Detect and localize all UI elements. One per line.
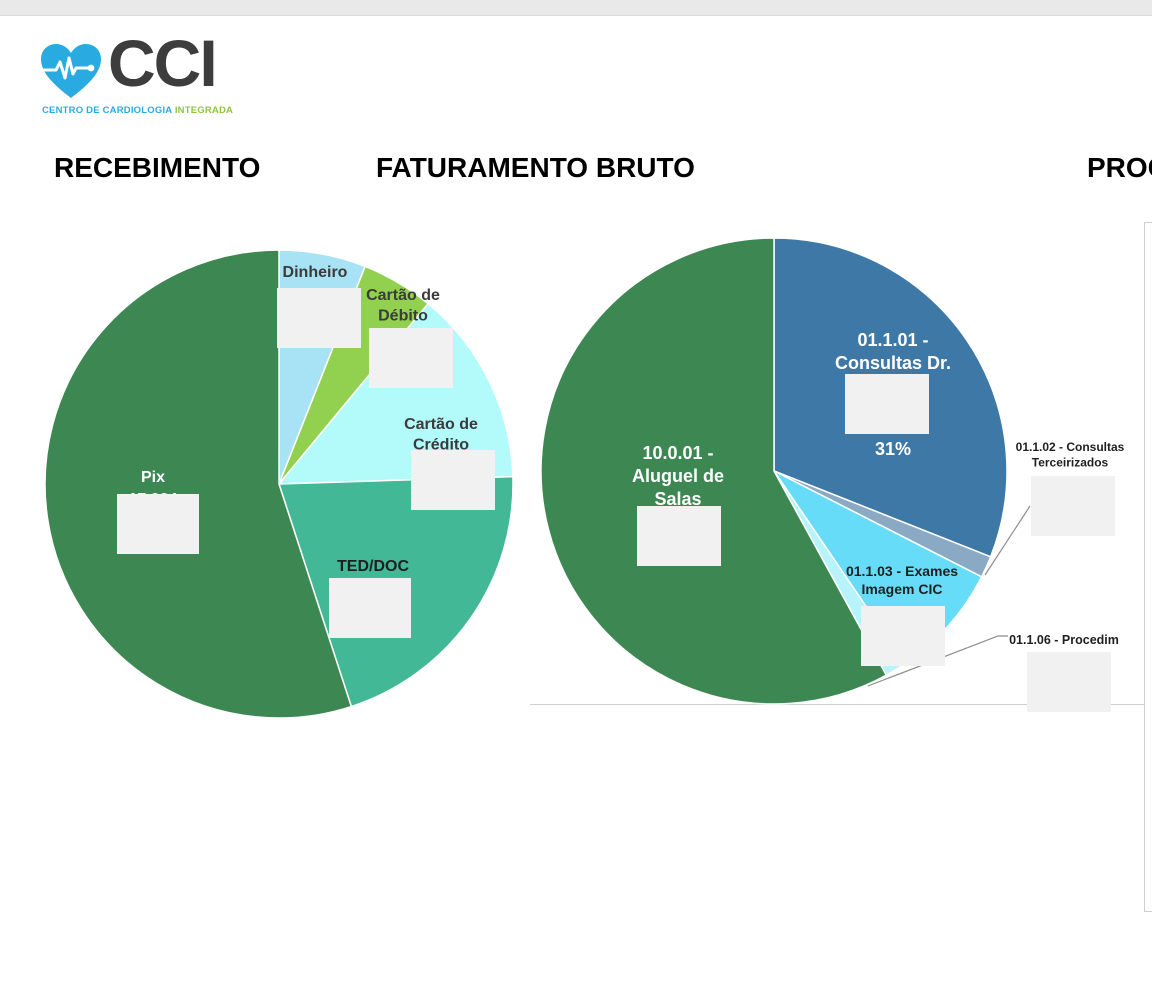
pie-slice-label: 10.0.01 -Aluguel de Salas [632, 443, 724, 509]
logo-tagline-part1: CENTRO DE [42, 105, 103, 116]
right-panel-frame [1144, 222, 1152, 912]
pie-slice-label: 01.1.02 - Consultas Terceirizados [1016, 440, 1125, 469]
redacted-value-box [861, 606, 945, 666]
pie-slice-10-0-01-aluguel-de-salas [540, 237, 888, 705]
section-title-procedimentos: PROC [1087, 152, 1152, 183]
pie-slice-cartao-de-credito [277, 302, 514, 485]
redacted-value-box [411, 450, 495, 510]
redacted-value-box [277, 288, 361, 348]
redacted-value-box [845, 374, 929, 434]
window-top-bar [0, 0, 1152, 16]
logo-tagline: CENTRO DE CARDIOLOGIA INTEGRADA [42, 105, 233, 116]
chart-frame-baseline [530, 704, 1144, 705]
pie-slice-label: Dinheiro [283, 264, 348, 281]
section-title-faturamento: FATURAMENTO BRUTO [376, 152, 695, 183]
section-title-recebimento: RECEBIMENTO [54, 152, 261, 183]
pie-slice-label: Cartão de Débito [366, 287, 440, 325]
pie-slice-label: Cartão de Crédito [404, 416, 478, 454]
pie-leader-line [984, 505, 1031, 576]
pie-slice-label: TED/DOC [337, 558, 409, 575]
pie-leader-line [867, 635, 1008, 687]
logo-brand-text: CCI [108, 26, 218, 100]
redacted-value-box [117, 494, 199, 554]
heart-pulse-icon [41, 44, 101, 98]
cci-logo: CCI CENTRO DE CARDIOLOGIA INTEGRADA [40, 30, 260, 120]
pie-slice-pix [44, 249, 353, 719]
logo-tagline-part2: CARDIOLOGIA [102, 105, 175, 116]
pie-slice-label: 01.1.01 -Consultas Dr. [835, 330, 951, 373]
redacted-value-box [1027, 652, 1111, 712]
pie-slice-label: 01.1.06 - Procedim [1009, 633, 1119, 647]
redacted-value-box [329, 578, 411, 638]
logo-tagline-part3: INTEGRADA [174, 105, 234, 116]
redacted-value-box [369, 328, 453, 388]
redacted-value-box [637, 506, 721, 566]
pie-slice-percent: 31% [875, 439, 911, 459]
pie-slice-label: 01.1.03 - Exames Imagem CIC [846, 563, 958, 597]
pie-slice-label: Pix [141, 469, 165, 486]
redacted-value-box [1031, 476, 1115, 536]
